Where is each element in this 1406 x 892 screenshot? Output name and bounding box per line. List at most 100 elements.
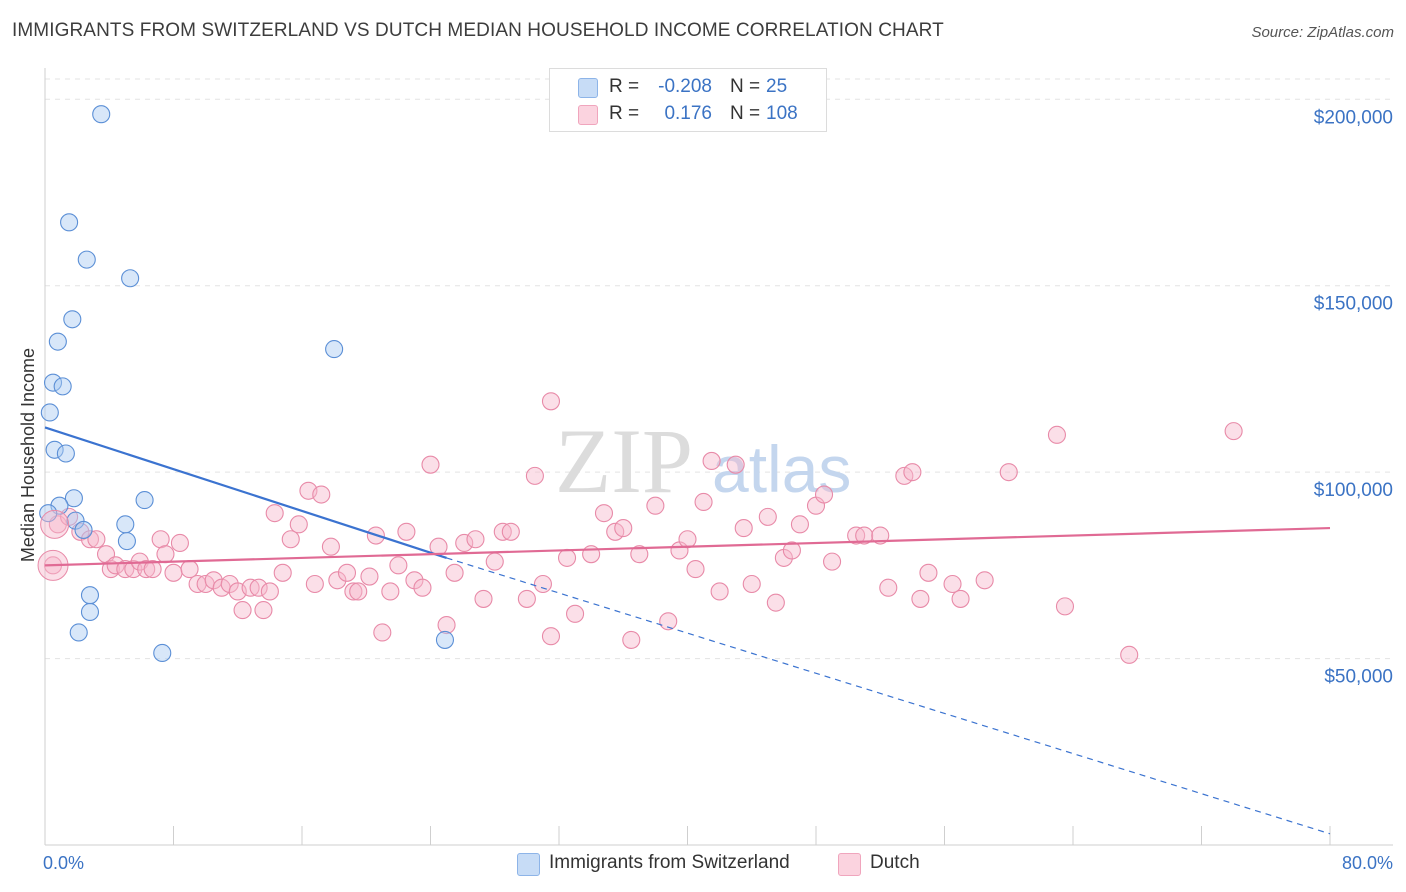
- data-points: [37, 105, 1243, 664]
- x-tick-label: 80.0%: [1342, 853, 1393, 873]
- stats-n-value: 108: [766, 103, 798, 124]
- trend-line-dutch: [44, 526, 1331, 567]
- data-point-dutch: [281, 530, 300, 549]
- data-point-switzerland: [153, 643, 172, 663]
- data-point-dutch: [951, 589, 970, 608]
- legend-swatch-dutch: [838, 853, 861, 876]
- tick-labels: $50,000 $100,000 $150,000 $200,000 0.0% 80.0%: [43, 107, 1393, 873]
- data-point-dutch: [999, 463, 1018, 482]
- data-point-switzerland: [69, 623, 88, 642]
- data-point-dutch: [40, 509, 70, 539]
- data-point-switzerland: [39, 504, 58, 523]
- data-point-dutch: [582, 545, 601, 564]
- data-point-dutch: [702, 451, 721, 471]
- stats-row-switzerland: R = -0.208 N = 25: [550, 74, 826, 100]
- data-point-dutch: [156, 545, 175, 564]
- data-point-dutch: [328, 571, 347, 590]
- y-tick-label: $50,000: [1324, 667, 1393, 688]
- legend-label-dutch: Dutch: [870, 852, 920, 873]
- data-point-switzerland: [92, 105, 111, 124]
- legend-swatch-switzerland: [517, 853, 540, 876]
- data-point-dutch: [1047, 425, 1066, 444]
- data-point-dutch: [71, 522, 90, 541]
- data-point-dutch: [903, 463, 922, 482]
- data-point-dutch: [373, 623, 392, 642]
- data-point-dutch: [566, 604, 585, 623]
- trend-line-switzerland: [44, 426, 447, 559]
- stats-swatch-switzerland: [578, 78, 598, 98]
- data-point-switzerland: [64, 489, 83, 508]
- data-point-dutch: [233, 601, 252, 620]
- data-point-dutch: [758, 507, 777, 526]
- data-point-switzerland: [121, 269, 140, 288]
- data-point-dutch: [823, 552, 842, 571]
- data-point-dutch: [265, 504, 284, 523]
- data-point-dutch: [501, 522, 520, 541]
- data-point-dutch: [137, 560, 156, 579]
- data-point-dutch: [455, 533, 474, 553]
- grid-lines: [45, 78, 1393, 660]
- y-tick-label: $100,000: [1314, 480, 1393, 501]
- data-point-dutch: [919, 563, 938, 582]
- stats-r-value: -0.208: [658, 76, 712, 97]
- data-point-dutch: [305, 574, 324, 594]
- data-point-dutch: [790, 515, 809, 534]
- data-point-dutch: [646, 496, 665, 515]
- source-credit: Source: ZipAtlas.com: [1251, 24, 1394, 41]
- data-point-dutch: [289, 515, 308, 534]
- data-point-dutch: [1055, 597, 1075, 616]
- data-point-dutch: [911, 589, 930, 608]
- data-point-dutch: [87, 530, 106, 549]
- stats-r-label: R =: [609, 76, 640, 97]
- data-point-dutch: [694, 492, 713, 512]
- data-point-dutch: [871, 526, 890, 545]
- data-point-dutch: [421, 455, 440, 474]
- data-point-dutch: [389, 556, 408, 575]
- data-point-dutch: [381, 582, 400, 601]
- data-point-dutch: [557, 548, 577, 567]
- watermark: ZIP atlas: [555, 410, 851, 512]
- data-point-switzerland: [53, 377, 72, 396]
- stats-r-value: 0.176: [664, 103, 712, 124]
- data-point-dutch: [445, 563, 464, 582]
- data-point-dutch: [170, 533, 189, 553]
- data-point-switzerland: [117, 532, 136, 551]
- data-point-dutch: [879, 578, 898, 597]
- data-point-dutch: [474, 589, 493, 608]
- data-point-dutch: [485, 552, 504, 571]
- data-point-dutch: [344, 582, 363, 601]
- data-point-dutch: [260, 582, 279, 601]
- data-point-dutch: [726, 455, 745, 474]
- data-point-dutch: [254, 601, 273, 620]
- data-point-dutch: [397, 522, 416, 541]
- data-point-switzerland: [77, 250, 96, 269]
- y-tick-label: $150,000: [1314, 294, 1393, 315]
- data-point-dutch: [437, 615, 456, 635]
- data-point-switzerland: [116, 515, 135, 534]
- data-point-dutch: [742, 574, 761, 594]
- data-point-dutch: [678, 530, 697, 549]
- data-point-dutch: [622, 630, 641, 649]
- y-axis-label: Median Household Income: [18, 348, 38, 562]
- data-point-switzerland: [435, 630, 455, 649]
- data-point-dutch: [517, 589, 536, 608]
- data-point-dutch: [766, 593, 785, 612]
- stats-r-label: R =: [609, 103, 640, 124]
- data-point-switzerland: [60, 213, 79, 232]
- data-point-dutch: [943, 574, 962, 594]
- data-point-dutch: [814, 485, 834, 504]
- data-point-dutch: [533, 574, 552, 594]
- data-point-switzerland: [45, 440, 64, 459]
- data-point-dutch: [321, 537, 340, 556]
- data-point-dutch: [594, 504, 614, 523]
- data-point-dutch: [855, 526, 874, 545]
- stats-n-value: 25: [766, 76, 788, 97]
- data-point-dutch: [360, 567, 379, 586]
- data-point-dutch: [349, 582, 368, 601]
- data-point-dutch: [337, 563, 357, 582]
- data-point-dutch: [466, 530, 485, 549]
- data-point-dutch: [1224, 422, 1243, 441]
- data-point-dutch: [312, 485, 331, 504]
- data-point-dutch: [782, 541, 801, 560]
